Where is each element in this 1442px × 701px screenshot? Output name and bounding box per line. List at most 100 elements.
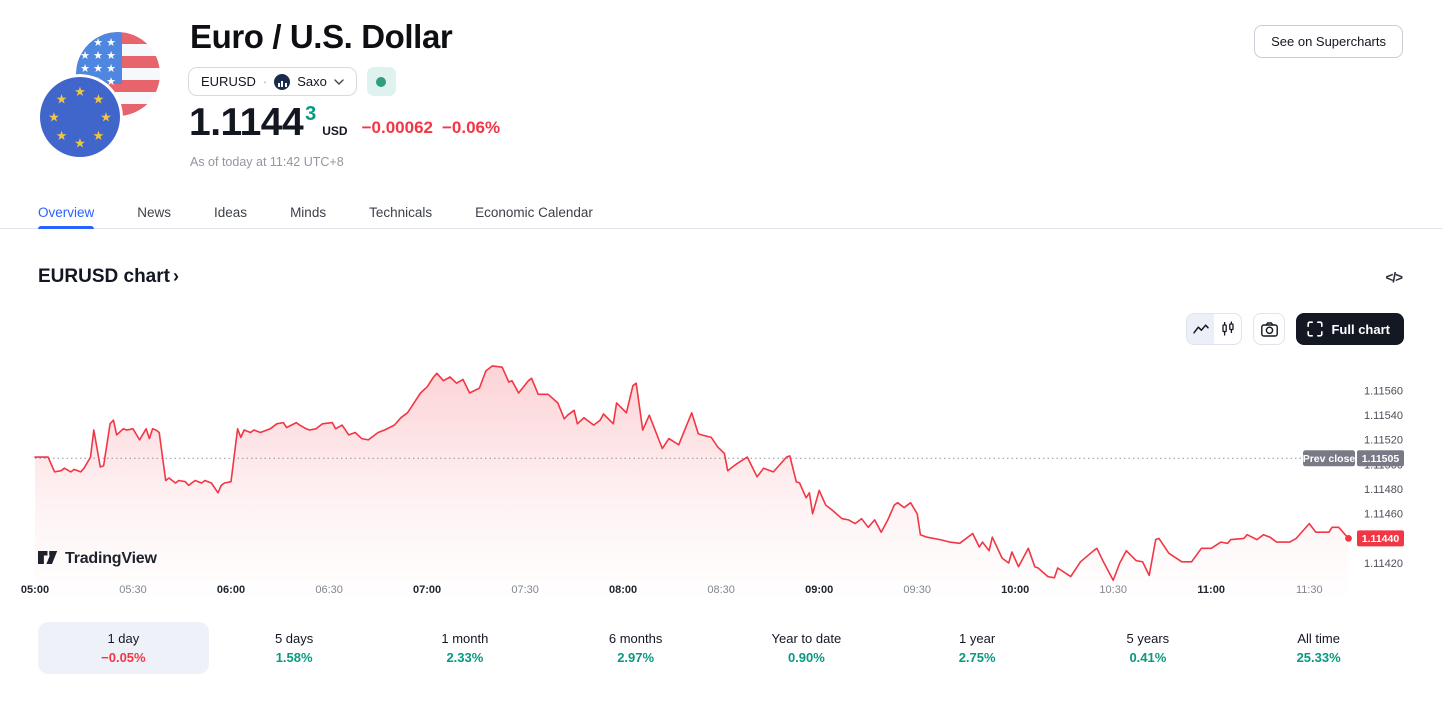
time-axis-label: 10:30: [1099, 584, 1127, 596]
section-tabs: Overview News Ideas Minds Technicals Eco…: [0, 197, 1442, 229]
perf-cell-year-to-date[interactable]: Year to date 0.90%: [721, 622, 892, 674]
perf-label: 1 month: [441, 631, 489, 646]
full-chart-label: Full chart: [1331, 321, 1390, 337]
saxo-exchange-icon: [274, 73, 291, 90]
perf-value: −0.05%: [101, 650, 146, 665]
perf-value: 2.33%: [446, 650, 484, 665]
perf-cell-6-months[interactable]: 6 months 2.97%: [550, 622, 721, 674]
time-axis-label: 08:00: [609, 584, 637, 596]
perf-value: 25.33%: [1296, 650, 1341, 665]
perf-label: Year to date: [771, 631, 842, 646]
chevron-down-icon: [334, 78, 344, 85]
candles-chart-type-button[interactable]: [1214, 314, 1241, 344]
svg-text:★: ★: [100, 110, 112, 125]
svg-text:1.11440: 1.11440: [1362, 533, 1400, 545]
fullscreen-corners-icon: [1307, 321, 1324, 337]
tab-overview[interactable]: Overview: [38, 197, 95, 229]
time-axis-label: 07:30: [511, 584, 539, 596]
svg-text:★: ★: [80, 50, 90, 62]
chart-toolbar: Full chart: [1186, 313, 1404, 345]
price-currency: USD: [322, 124, 348, 138]
price-axis-label: 1.11420: [1364, 558, 1403, 570]
time-axis-label: 06:00: [217, 584, 245, 596]
last-price-badge: 1.11440: [1357, 530, 1404, 547]
price-block: 1.1144 3 USD −0.00062 −0.06%: [189, 102, 500, 144]
svg-text:★: ★: [48, 110, 60, 125]
perf-value: 2.75%: [958, 650, 996, 665]
prev-close-badge: Prev close 1.11505: [1303, 450, 1404, 467]
perf-cell-1-day[interactable]: 1 day −0.05%: [38, 622, 209, 674]
perf-label: 5 days: [274, 631, 314, 646]
us-flag-icon: ★★★ ★★★ ★★★ ★★★: [76, 32, 160, 116]
page-title: Euro / U.S. Dollar: [190, 18, 453, 55]
price-axis-label: 1.11460: [1364, 509, 1403, 521]
price-change-abs: −0.00062: [361, 118, 433, 137]
price-line: [34, 365, 1350, 582]
time-axis-label: 09:00: [805, 584, 833, 596]
perf-cell-1-month[interactable]: 1 month 2.33%: [380, 622, 551, 674]
perf-value: 2.97%: [617, 650, 655, 665]
svg-text:★: ★: [93, 128, 105, 143]
price-axis-label: 1.11480: [1364, 484, 1403, 496]
symbol-source-button[interactable]: EURUSD · Saxo: [188, 67, 357, 96]
svg-text:★: ★: [74, 136, 86, 151]
svg-text:★: ★: [80, 37, 90, 49]
price-change-pct: −0.06%: [442, 118, 501, 137]
tab-news[interactable]: News: [137, 205, 172, 220]
price-axis-label: 1.11540: [1364, 410, 1403, 422]
time-axis-label: 09:30: [903, 584, 931, 596]
svg-text:★: ★: [80, 63, 90, 75]
dot-separator: ·: [262, 74, 268, 89]
perf-cell-all-time[interactable]: All time 25.33%: [1233, 622, 1404, 674]
market-status-indicator[interactable]: [366, 67, 396, 96]
chevron-right-icon: ›: [172, 265, 179, 286]
full-chart-button[interactable]: Full chart: [1296, 313, 1404, 345]
perf-cell-1-year[interactable]: 1 year 2.75%: [892, 622, 1063, 674]
price-axis-label: 1.11520: [1364, 435, 1403, 447]
candles-chart-icon: [1222, 321, 1234, 336]
perf-value: 1.58%: [275, 650, 313, 665]
market-open-dot-icon: [376, 76, 387, 87]
perf-label: 1 day: [107, 631, 140, 646]
price-chart[interactable]: 1.115601.115401.115201.115001.114801.114…: [0, 345, 1442, 603]
perf-label: 5 years: [1126, 631, 1170, 646]
see-on-supercharts-button[interactable]: See on Supercharts: [1254, 25, 1403, 58]
last-price: 1.1144: [189, 101, 304, 144]
perf-value: 0.90%: [787, 650, 825, 665]
svg-text:★: ★: [56, 128, 68, 143]
svg-text:★: ★: [93, 50, 103, 62]
perf-cell-5-days[interactable]: 5 days 1.58%: [209, 622, 380, 674]
tab-minds[interactable]: Minds: [290, 205, 327, 220]
tradingview-logo-icon: [38, 551, 58, 564]
snapshot-camera-button[interactable]: [1253, 313, 1286, 345]
svg-text:★: ★: [106, 50, 116, 62]
time-axis-label: 05:30: [119, 584, 147, 596]
tradingview-logo[interactable]: TradingView: [38, 550, 157, 568]
tab-technicals[interactable]: Technicals: [369, 205, 433, 220]
time-axis-label: 06:30: [315, 584, 343, 596]
svg-text:1.11505: 1.11505: [1362, 453, 1400, 465]
symbol-ticker: EURUSD: [201, 74, 256, 89]
chart-section-title-text: EURUSD chart: [38, 266, 170, 287]
svg-text:★: ★: [74, 84, 86, 99]
tab-economic-calendar[interactable]: Economic Calendar: [475, 205, 593, 220]
last-price-extra-digit: 3: [305, 103, 317, 125]
price-area-fill: [35, 365, 1349, 600]
embed-code-icon[interactable]: </>: [1385, 270, 1403, 285]
svg-text:★: ★: [93, 37, 103, 49]
time-axis-label: 10:00: [1001, 584, 1029, 596]
time-axis-label: 07:00: [413, 584, 441, 596]
time-axis-label: 08:30: [707, 584, 735, 596]
chart-section-title[interactable]: EURUSD chart ›: [38, 266, 179, 288]
chart-area: 1.115601.115401.115201.115001.114801.114…: [0, 345, 1442, 603]
tab-ideas[interactable]: Ideas: [214, 205, 248, 220]
svg-text:★: ★: [93, 92, 105, 107]
perf-cell-5-years[interactable]: 5 years 0.41%: [1063, 622, 1234, 674]
svg-text:★: ★: [106, 37, 116, 49]
perf-value: 0.41%: [1129, 650, 1167, 665]
performance-strip: 1 day −0.05% 5 days 1.58% 1 month 2.33% …: [38, 622, 1404, 674]
chart-type-switcher: [1186, 313, 1243, 345]
svg-text:Prev close: Prev close: [1303, 453, 1356, 465]
area-chart-type-button[interactable]: [1187, 314, 1215, 344]
